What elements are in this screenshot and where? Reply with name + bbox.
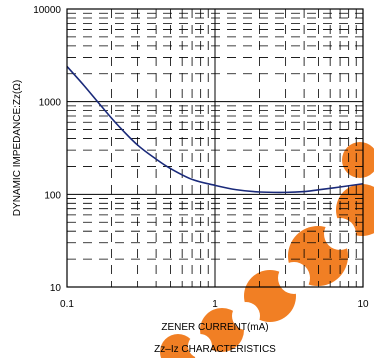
plot-frame: [66, 8, 364, 288]
y-tick-label: 100: [44, 190, 61, 201]
x-tick-label: 0.1: [60, 299, 74, 310]
y-tick-labels: 10 100 1000 10000: [33, 5, 61, 294]
watermark-hole: [278, 262, 310, 294]
watermark-hole: [232, 302, 260, 330]
watermark-dot: [160, 334, 196, 358]
watermark-dot: [342, 142, 374, 178]
x-tick-labels: 0.1 1 10: [60, 299, 369, 310]
y-tick-label: 10: [50, 283, 62, 294]
x-axis-title: ZENER CURRENT(mA): [161, 322, 268, 333]
chart-grid: [67, 9, 363, 287]
chart-caption: Zz–Iz CHARACTERISTICS: [154, 344, 276, 355]
y-tick-label: 10000: [33, 5, 61, 16]
x-tick-label: 1: [212, 299, 218, 310]
y-axis-title: DYNAMIC IMPEDANCE:Zz(Ω): [12, 80, 23, 216]
series-layer: [66, 65, 364, 194]
watermark-hole: [188, 334, 212, 358]
y-tick-label: 1000: [39, 98, 62, 109]
series-line-0: [66, 65, 364, 194]
x-tick-label: 10: [357, 299, 369, 310]
